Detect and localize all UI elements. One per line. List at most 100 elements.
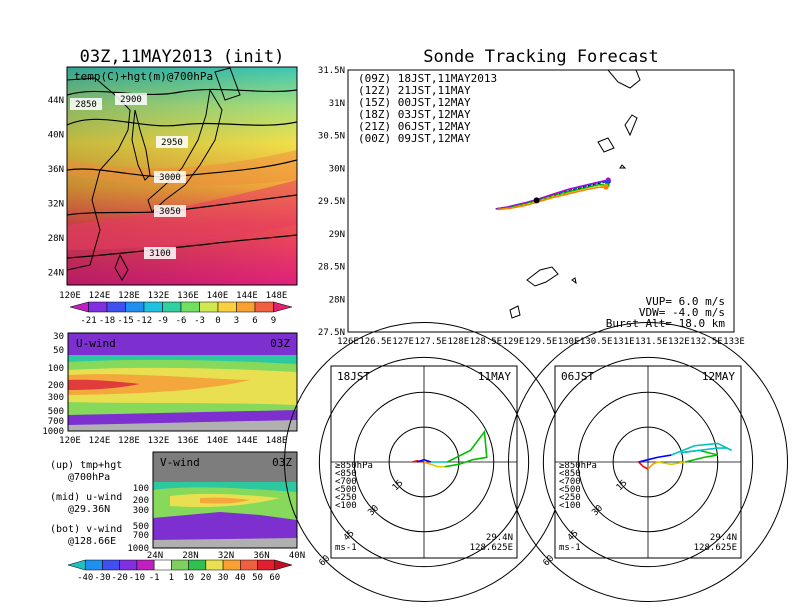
track-legend: (09Z) 18JST,11MAY2013(12Z) 21JST,11MAY(1… [358,72,497,145]
lon-tick-label: 128E [118,291,140,301]
lon-tick-label: 132E [148,436,170,446]
colorbar-label: 40 [235,573,246,583]
coastline-taiwan [114,253,129,281]
hodo-time: 18JST [337,370,370,383]
hodo-unit: ms-1 [559,543,581,553]
colorbar-label: 9 [271,316,276,326]
lon-tick-label: 126.5E [359,337,392,347]
colorbar-label: 6 [252,316,257,326]
colorbar-swatch [254,301,274,313]
pressure-tick-label: 200 [48,381,64,391]
lon-tick-label: 130E [558,337,580,347]
lon-tick-label: 132.5E [690,337,723,347]
lon-tick-label: 128E [447,337,469,347]
contour-label: 2850 [75,100,97,110]
legend-launch: (09Z) 18JST,11MAY2013 [358,72,497,85]
lon-tick-label: 148E [266,436,288,446]
colorbar-swatch [84,559,103,571]
colorbar-swatch [67,559,86,571]
pressure-tick-label: 700 [48,417,64,427]
lon-tick-label: 140E [207,436,229,446]
lon-tick-label: 128.5E [470,337,503,347]
hodo-date: 12MAY [702,370,735,383]
pressure-tick-label: 100 [48,364,64,374]
level-legend: <700 [559,477,581,487]
colorbar-label: 0 [215,316,220,326]
level-legend: <250 [335,493,357,503]
temperature-colorbar: -21 -18 -15 -12 -9 -6 -3 0 3 6 9 [69,301,293,326]
colorbar-swatch [274,559,293,571]
legend-entry: (18Z) 03JST,12MAY [358,108,471,121]
level-legend: ≥850hPa [559,461,597,471]
colorbar-swatch [136,559,155,571]
legend-entry: (15Z) 00JST,12MAY [358,96,471,109]
colorbar-swatch [119,559,138,571]
lon-tick-label: 133E [723,337,745,347]
u-lon-axis: 120E 124E 128E 132E 136E 140E 144E 148E [59,436,287,446]
lat-tick-label: 24N [147,551,163,561]
lat-tick-label: 28.5N [318,263,345,273]
pressure-tick-label: 300 [48,393,64,403]
colorbar-label: -40 [77,573,93,583]
lat-tick-label: 32N [218,551,234,561]
level-legend: <850 [335,469,357,479]
track-lat-axis: 31.5N 31N 30.5N 30N 29.5N 29N 28.5N 28N 27.5N [318,66,345,338]
island-yakushima [624,114,638,137]
colorbar-swatch [257,559,276,571]
lat-tick-label: 29.5N [318,197,345,207]
colorbar-swatch [236,301,256,313]
legend-mid-line2: @29.36N [68,504,110,515]
lon-tick-label: 144E [236,291,258,301]
contour-label-bg [115,93,147,105]
hodo-trace [430,463,445,468]
lat-tick-label: 44N [48,96,64,106]
hodo-trace [647,461,658,470]
panel-legend: (up) tmp+hgt @700hPa (mid) u-wind @29.36… [50,460,122,547]
hodo-unit: ms-1 [335,543,357,553]
hodo-date: 11MAY [478,370,511,383]
hodo-lat: 29.4N [710,533,737,543]
level-legend: <500 [559,485,581,495]
colorbar-swatch [106,301,126,313]
colorbar-swatch [171,559,189,571]
lat-tick-label: 30.5N [318,132,345,142]
contour-label: 2950 [161,138,183,148]
colorbar-swatch [69,301,89,313]
pressure-tick-label: 500 [133,522,149,532]
lat-axis: 44N 40N 36N 32N 28N 24N [48,96,64,279]
v-lat-axis: 24N 28N 32N 36N 40N [147,551,305,561]
lat-tick-label: 31.5N [318,66,345,76]
lon-tick-label: 131.5E [635,337,668,347]
lon-tick-label: 128E [118,436,140,446]
legend-entry: (12Z) 21JST,11MAY [358,84,471,97]
contour-label: 3000 [159,173,181,183]
pressure-tick-label: 300 [133,506,149,516]
lat-tick-label: 32N [48,200,64,210]
pressure-tick-label: 100 [133,484,149,494]
track-lon-axis: 126E 126.5E 127E 127.5E 128E 128.5E 129E 129.5E… [337,337,745,347]
legend-up-line2: @700hPa [68,472,110,483]
colorbar-label: -30 [94,573,110,583]
lat-tick-label: 40N [289,551,305,561]
island-amami [526,266,559,287]
level-legend: <250 [559,493,581,503]
colorbar-label: -20 [112,573,128,583]
colorbar-swatch [217,301,237,313]
colorbar-swatch [240,559,258,571]
lat-tick-label: 36N [48,165,64,175]
lon-tick-label: 148E [266,291,288,301]
colorbar-swatch [162,301,182,313]
lat-tick-label: 31N [329,99,345,109]
hodo-trace [657,461,686,466]
track-line [497,186,607,211]
speed-ring [508,322,788,602]
contour-label-bg [144,247,176,259]
contour-label: 3100 [149,249,171,259]
colorbar-label: 10 [183,573,194,583]
colorbar-label: -6 [176,316,187,326]
hodo-lat: 29.4N [486,533,513,543]
lon-tick-label: 130.5E [580,337,613,347]
lat-tick-label: 24N [48,269,64,279]
